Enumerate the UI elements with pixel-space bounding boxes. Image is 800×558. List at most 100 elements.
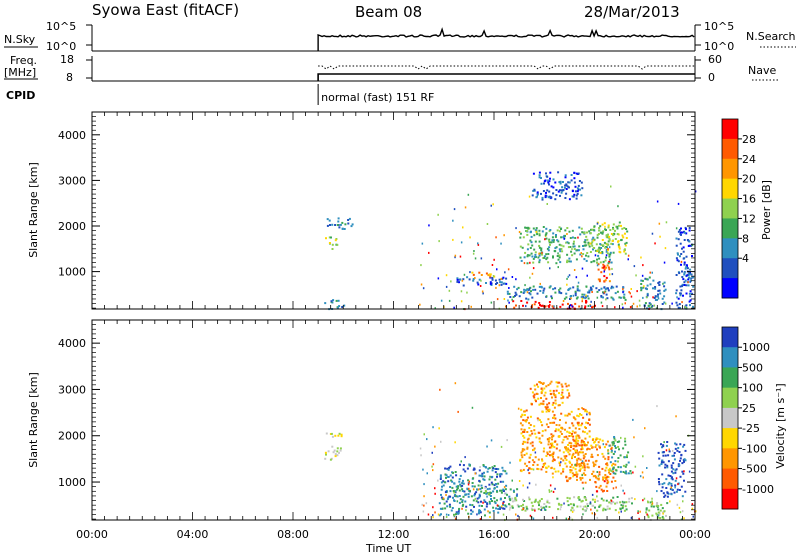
echo-cell xyxy=(325,453,327,456)
echo-cell xyxy=(599,438,602,441)
echo-cell xyxy=(573,439,576,442)
echo-cell xyxy=(668,448,670,451)
echo-cell xyxy=(633,265,636,268)
echo-cell xyxy=(663,289,666,292)
echo-cell xyxy=(444,467,447,470)
echo-cell xyxy=(583,509,586,512)
echo-cell xyxy=(563,436,566,439)
echo-cell xyxy=(577,236,579,239)
time-tick-label: 20:00 xyxy=(579,528,611,541)
echo-cell xyxy=(489,281,492,284)
echo-cell xyxy=(440,481,443,484)
echo-cell xyxy=(599,484,602,487)
echo-cell xyxy=(573,177,576,180)
echo-cell xyxy=(558,254,561,257)
echo-cell xyxy=(548,241,551,244)
echo-cell xyxy=(645,511,648,514)
echo-cell xyxy=(688,292,691,295)
echo-cell xyxy=(657,508,660,511)
echo-cell xyxy=(539,282,541,285)
echo-cell xyxy=(552,307,555,310)
echo-cell xyxy=(579,478,582,481)
echo-cell xyxy=(591,244,594,247)
echo-cell xyxy=(511,479,513,482)
echo-cell xyxy=(585,285,588,288)
echo-cell xyxy=(423,495,425,498)
echo-cell xyxy=(447,480,450,483)
freq-tick-top: 18 xyxy=(60,53,74,66)
echo-cell xyxy=(554,417,557,420)
echo-cell xyxy=(566,227,569,229)
echo-cell xyxy=(606,249,609,252)
echo-cell xyxy=(600,497,603,500)
echo-cell xyxy=(537,385,540,388)
echo-cell xyxy=(666,492,669,495)
echo-cell xyxy=(662,517,665,520)
echo-cell xyxy=(480,257,483,260)
echo-cell xyxy=(449,505,452,508)
echo-cell xyxy=(562,189,565,191)
echo-cell xyxy=(557,258,560,261)
echo-cell xyxy=(526,486,529,489)
echo-cell xyxy=(673,491,676,494)
echo-cell xyxy=(678,506,681,509)
echo-cell xyxy=(691,255,693,257)
echo-cell xyxy=(585,254,587,257)
echo-cell xyxy=(569,469,572,471)
echo-cell xyxy=(470,495,473,498)
echo-cell xyxy=(573,181,576,184)
echo-cell xyxy=(658,480,660,483)
echo-cell xyxy=(610,446,613,449)
echo-cell xyxy=(610,242,613,245)
echo-cell xyxy=(689,304,691,307)
echo-cell xyxy=(441,485,443,488)
echo-cell xyxy=(332,451,335,454)
echo-cell xyxy=(597,441,600,444)
echo-cell xyxy=(570,442,573,445)
echo-cell xyxy=(571,254,574,257)
echo-cell xyxy=(538,381,541,383)
echo-cell xyxy=(606,440,609,443)
echo-cell xyxy=(584,305,587,308)
echo-cell xyxy=(524,441,527,444)
echo-cell xyxy=(461,499,464,502)
echo-cell xyxy=(583,466,586,469)
echo-cell xyxy=(447,476,450,478)
echo-cell xyxy=(543,256,546,259)
echo-cell xyxy=(625,501,628,504)
echo-cell xyxy=(610,296,613,299)
echo-cell xyxy=(684,449,687,452)
echo-cell xyxy=(472,477,475,480)
echo-cell xyxy=(602,509,605,512)
echo-cell xyxy=(678,464,681,467)
echo-cell xyxy=(466,467,469,470)
echo-cell xyxy=(675,244,678,247)
echo-cell xyxy=(677,202,680,205)
echo-cell xyxy=(522,484,524,487)
echo-cell xyxy=(658,289,661,292)
echo-cell xyxy=(467,512,470,515)
echo-cell xyxy=(586,507,588,510)
echo-cell xyxy=(591,241,594,244)
echo-cell xyxy=(655,307,658,310)
echo-cell xyxy=(591,473,594,475)
echo-cell xyxy=(574,190,577,193)
echo-cell xyxy=(481,472,484,475)
echo-cell xyxy=(587,447,589,450)
echo-cell xyxy=(425,502,428,505)
echo-cell xyxy=(590,288,593,291)
echo-cell xyxy=(629,306,632,309)
echo-cell xyxy=(474,472,477,475)
echo-cell xyxy=(334,224,337,226)
range-tick-label: 3000 xyxy=(58,174,86,187)
echo-cell xyxy=(627,254,630,257)
echo-cell xyxy=(582,408,585,411)
echo-cell xyxy=(673,452,676,454)
echo-cell xyxy=(551,453,554,456)
echo-cell xyxy=(427,513,430,516)
echo-cell xyxy=(485,272,488,275)
echo-cell xyxy=(600,243,603,246)
echo-cell xyxy=(480,279,482,282)
echo-cell xyxy=(567,451,570,454)
echo-cell xyxy=(622,471,625,473)
